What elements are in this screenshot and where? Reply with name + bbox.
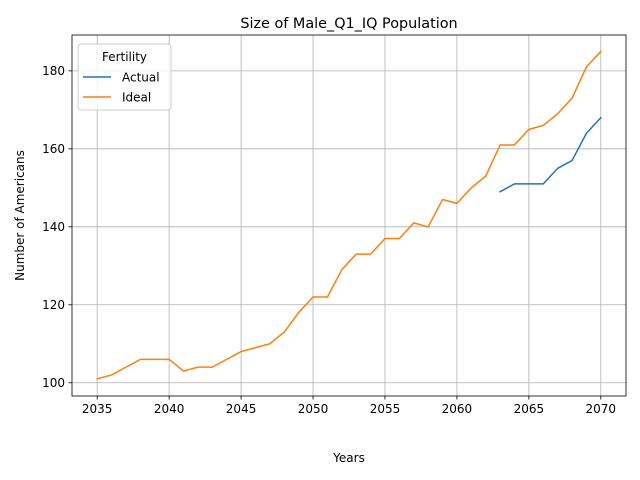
series-line-ideal xyxy=(96,50,602,380)
legend-title: Fertility xyxy=(102,50,147,64)
y-tick-label: 140 xyxy=(42,220,65,234)
y-axis-label: Number of Americans xyxy=(13,150,27,281)
axis-ticks: 2035 2040 2045 2050 2055 2060 2065 2070 100 120 14… xyxy=(42,64,616,416)
chart-title: Size of Male_Q1_IQ Population xyxy=(240,16,457,32)
x-tick-label: 2070 xyxy=(586,402,617,416)
legend-label-ideal: Ideal xyxy=(122,90,151,104)
series-lines xyxy=(96,50,602,380)
grid xyxy=(72,35,626,396)
x-tick-label: 2060 xyxy=(442,402,473,416)
plot-frame xyxy=(71,34,627,397)
x-tick-label: 2035 xyxy=(82,402,113,416)
y-tick-label: 180 xyxy=(42,64,65,78)
legend: Fertility Actual Ideal xyxy=(77,43,172,111)
series-line-actual xyxy=(499,116,602,193)
x-tick-label: 2045 xyxy=(226,402,257,416)
legend-box xyxy=(77,43,172,111)
legend-label-actual: Actual xyxy=(122,70,160,84)
x-tick-label: 2065 xyxy=(514,402,545,416)
y-tick-label: 100 xyxy=(42,376,65,390)
x-tick-label: 2050 xyxy=(298,402,329,416)
y-tick-label: 160 xyxy=(42,142,65,156)
x-tick-label: 2040 xyxy=(154,402,185,416)
x-axis-label: Years xyxy=(332,451,365,465)
y-tick-label: 120 xyxy=(42,298,65,312)
x-tick-label: 2055 xyxy=(370,402,401,416)
